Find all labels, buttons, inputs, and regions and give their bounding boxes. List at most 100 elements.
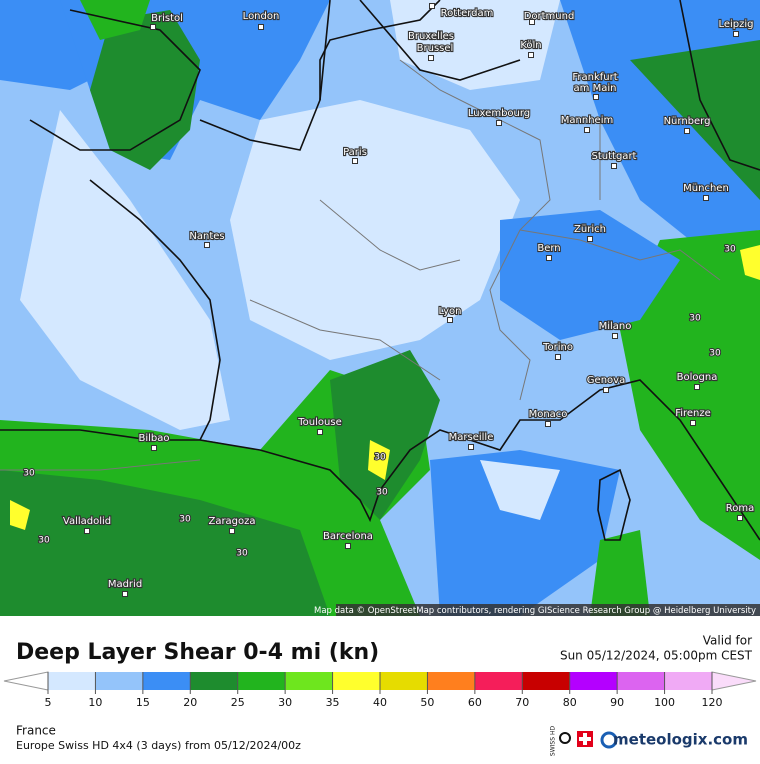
valid-label: Valid for <box>703 634 752 648</box>
city-label: Barcelona <box>323 531 373 542</box>
city-dot <box>546 255 552 261</box>
shear-field <box>390 0 560 90</box>
legend-swatch <box>142 672 191 690</box>
shear-field <box>740 245 760 280</box>
legend-tick-label: 20 <box>183 696 197 709</box>
shear-field <box>430 450 620 616</box>
city-dot <box>603 387 609 393</box>
shear-field <box>500 210 680 340</box>
city-dot <box>612 333 618 339</box>
legend-swatch <box>664 672 712 690</box>
border <box>319 0 760 171</box>
city-dot <box>584 127 590 133</box>
city-label: Bristol <box>151 13 183 24</box>
city-label: Valladolid <box>63 516 111 527</box>
contour-labels: 30 30 30 30 30 30 30 30 30 <box>22 244 737 560</box>
legend-tick-label: 10 <box>88 696 102 709</box>
legend-over <box>711 671 757 691</box>
contour-label: 30 <box>23 469 35 479</box>
legend-swatch <box>617 672 665 690</box>
shear-field <box>10 500 30 530</box>
city-dot <box>555 354 561 360</box>
shear-field <box>590 530 650 616</box>
city-dot <box>684 128 690 134</box>
city-dot <box>529 19 535 25</box>
city-label: Madrid <box>108 579 142 590</box>
city-label: Toulouse <box>297 417 341 428</box>
city-dot <box>496 120 502 126</box>
coastline <box>597 468 631 541</box>
shear-field <box>230 100 520 360</box>
city-label: Köln <box>520 40 541 51</box>
region: France <box>16 724 56 738</box>
legend-swatch <box>569 672 618 690</box>
shear-field <box>0 470 330 616</box>
city-label: Bologna <box>677 372 718 383</box>
legend-swatch <box>380 672 428 690</box>
valid-time: Sun 05/12/2024, 05:00pm CEST <box>560 649 753 663</box>
contour-label: 30 <box>179 515 191 525</box>
shear-field <box>630 40 760 720</box>
legend-tick-label: 70 <box>515 696 529 709</box>
contour-label: 30 <box>724 245 736 255</box>
city-label: Monaco <box>529 409 568 420</box>
legend-tick-label: 15 <box>136 696 150 709</box>
city-label: Zürich <box>574 224 606 235</box>
search-icon <box>559 732 571 744</box>
city-label: Leipzig <box>718 19 753 30</box>
contour-label: 30 <box>376 488 388 498</box>
shear-field <box>20 110 230 430</box>
city-dot <box>428 55 434 61</box>
city-label: Bruxelles <box>408 31 454 42</box>
border <box>0 59 721 471</box>
contour-label: 30 <box>689 314 701 324</box>
shear-field <box>90 10 200 170</box>
city-dot <box>545 421 551 427</box>
legend-swatch <box>48 672 96 690</box>
legend-tick-label: 120 <box>702 696 723 709</box>
coastline <box>0 0 760 541</box>
city-label: Roma <box>726 503 755 514</box>
city-dot <box>703 195 709 201</box>
city-label: Zaragoza <box>208 516 255 527</box>
city-dot <box>317 429 323 435</box>
city-label: Milano <box>599 321 632 332</box>
legend-tick-label: 25 <box>231 696 245 709</box>
contour-label: 30 <box>709 349 721 359</box>
logo-icon <box>600 731 618 749</box>
city-labels: Bristol London Rotterdam Dortmund Leipzig Bru… <box>62 3 755 597</box>
city-dot <box>694 384 700 390</box>
contour-label: 30 <box>38 536 50 546</box>
legend-swatch <box>95 672 143 690</box>
city-label: Stuttgart <box>592 151 637 162</box>
city-dot <box>122 591 128 597</box>
city-label: Paris <box>343 147 367 158</box>
city-label: Dortmund <box>524 11 575 22</box>
city-label: Bern <box>537 243 560 254</box>
city-dot <box>611 163 617 169</box>
shear-field <box>480 460 560 520</box>
shear-field <box>330 350 440 520</box>
shear-field <box>368 440 390 480</box>
city-label: Torino <box>542 342 573 353</box>
city-dot <box>447 317 453 323</box>
legend-swatch <box>237 672 286 690</box>
swiss-cross <box>579 733 591 745</box>
city-label: London <box>243 11 280 22</box>
city-label: Genova <box>587 375 625 386</box>
city-dot <box>429 3 435 9</box>
contour-label: 30 <box>236 549 248 559</box>
legend-swatch <box>522 672 570 690</box>
legend: 5 10 15 20 25 30 35 40 50 60 70 80 90 100 120 <box>3 671 757 709</box>
city-dot <box>229 528 235 534</box>
city-dot <box>150 24 156 30</box>
attribution-bg <box>336 604 760 616</box>
city-label: München <box>683 183 729 194</box>
swiss-hd-badge: SWISS HD <box>550 726 557 757</box>
city-label: Rotterdam <box>441 8 494 19</box>
city-label: Mannheim <box>561 115 613 126</box>
city-dot <box>733 31 739 37</box>
city-dot <box>468 444 474 450</box>
city-label: Marseille <box>449 432 494 443</box>
